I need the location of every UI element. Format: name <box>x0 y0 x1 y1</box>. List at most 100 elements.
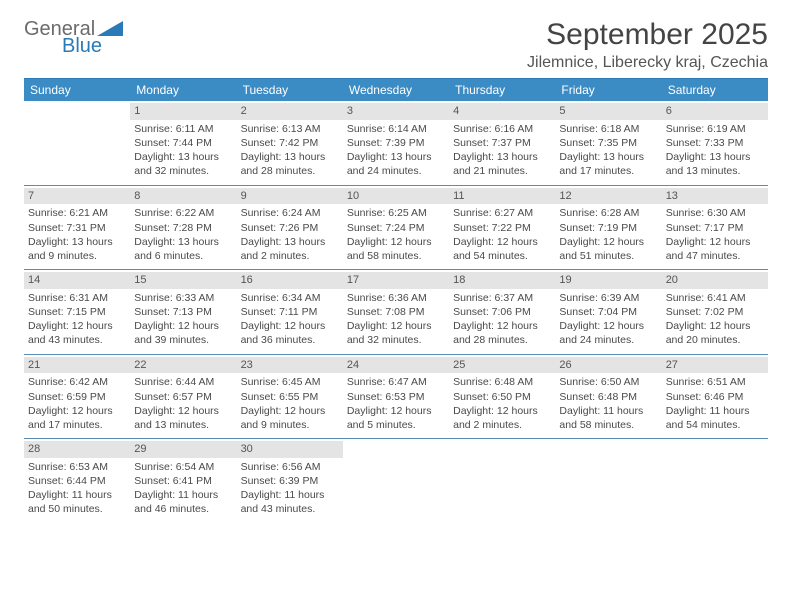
sunrise-line: Sunrise: 6:11 AM <box>134 122 232 136</box>
calendar-cell: 20Sunrise: 6:41 AMSunset: 7:02 PMDayligh… <box>662 270 768 354</box>
day-header: Wednesday <box>343 79 449 101</box>
calendar-cell: 19Sunrise: 6:39 AMSunset: 7:04 PMDayligh… <box>555 270 661 354</box>
daylight-line: Daylight: 11 hours and 46 minutes. <box>134 488 232 516</box>
day-number: 22 <box>130 357 236 374</box>
sunrise-line: Sunrise: 6:14 AM <box>347 122 445 136</box>
calendar-cell: 13Sunrise: 6:30 AMSunset: 7:17 PMDayligh… <box>662 186 768 270</box>
day-number: 6 <box>662 103 768 120</box>
calendar-cell: 17Sunrise: 6:36 AMSunset: 7:08 PMDayligh… <box>343 270 449 354</box>
sunrise-line: Sunrise: 6:34 AM <box>241 291 339 305</box>
day-number: 3 <box>343 103 449 120</box>
calendar-cell: 11Sunrise: 6:27 AMSunset: 7:22 PMDayligh… <box>449 186 555 270</box>
sunset-line: Sunset: 7:11 PM <box>241 305 339 319</box>
calendar-cell: 21Sunrise: 6:42 AMSunset: 6:59 PMDayligh… <box>24 355 130 439</box>
calendar-cell: 27Sunrise: 6:51 AMSunset: 6:46 PMDayligh… <box>662 355 768 439</box>
daylight-line: Daylight: 11 hours and 50 minutes. <box>28 488 126 516</box>
daylight-line: Daylight: 12 hours and 47 minutes. <box>666 235 764 263</box>
sunset-line: Sunset: 6:46 PM <box>666 390 764 404</box>
day-number: 1 <box>130 103 236 120</box>
sunset-line: Sunset: 7:26 PM <box>241 221 339 235</box>
calendar-week: 14 Sunrise: 6:31 AMSunset: 7:15 PM Dayligh… <box>24 270 768 355</box>
daylight-line: Daylight: 12 hours and 36 minutes. <box>241 319 339 347</box>
calendar-cell: 3Sunrise: 6:14 AMSunset: 7:39 PMDaylight… <box>343 101 449 185</box>
calendar-week: 7Sunrise: 6:21 AMSunset: 7:31 PMDaylight… <box>24 186 768 271</box>
calendar-cell: 6Sunrise: 6:19 AMSunset: 7:33 PMDaylight… <box>662 101 768 185</box>
daylight-line: Daylight: 13 hours and 9 minutes. <box>28 235 126 263</box>
daylight-line: Daylight: 13 hours and 32 minutes. <box>134 150 232 178</box>
calendar-cell: 9Sunrise: 6:24 AMSunset: 7:26 PMDaylight… <box>237 186 343 270</box>
sunrise-line: Sunrise: 6:27 AM <box>453 206 551 220</box>
calendar-cell: 24Sunrise: 6:47 AMSunset: 6:53 PMDayligh… <box>343 355 449 439</box>
sunrise-line: Sunrise: 6:45 AM <box>241 375 339 389</box>
sunset-line: Sunset: 7:13 PM <box>134 305 232 319</box>
daylight-line: Daylight: 13 hours and 17 minutes. <box>559 150 657 178</box>
day-header: Tuesday <box>237 79 343 101</box>
daylight-line: Daylight: 13 hours and 6 minutes. <box>134 235 232 263</box>
day-number: 19 <box>555 272 661 289</box>
calendar-cell-empty <box>343 439 449 523</box>
day-number: 9 <box>237 188 343 205</box>
sunrise-line: Sunrise: 6:54 AM <box>134 460 232 474</box>
calendar-cell: 7Sunrise: 6:21 AMSunset: 7:31 PMDaylight… <box>24 186 130 270</box>
day-number: 17 <box>343 272 449 289</box>
sunset-line: Sunset: 7:19 PM <box>559 221 657 235</box>
daylight-line: Daylight: 11 hours and 58 minutes. <box>559 404 657 432</box>
sunrise-line: Sunrise: 6:21 AM <box>28 206 126 220</box>
sunset-line: Sunset: 7:31 PM <box>28 221 126 235</box>
calendar-cell: 15Sunrise: 6:33 AMSunset: 7:13 PMDayligh… <box>130 270 236 354</box>
daylight-line: Daylight: 12 hours and 28 minutes. <box>453 319 551 347</box>
sunset-line: Sunset: 6:41 PM <box>134 474 232 488</box>
sunrise-line: Sunrise: 6:30 AM <box>666 206 764 220</box>
sunset-line: Sunset: 6:39 PM <box>241 474 339 488</box>
day-header: Thursday <box>449 79 555 101</box>
calendar-cell: 8Sunrise: 6:22 AMSunset: 7:28 PMDaylight… <box>130 186 236 270</box>
sunrise-line: Sunrise: 6:44 AM <box>134 375 232 389</box>
day-number: 23 <box>237 357 343 374</box>
daylight-line: Daylight: 12 hours and 58 minutes. <box>347 235 445 263</box>
day-number: 18 <box>449 272 555 289</box>
day-number: 26 <box>555 357 661 374</box>
sunset-line: Sunset: 7:24 PM <box>347 221 445 235</box>
sunset-line: Sunset: 7:15 PM <box>28 305 126 319</box>
day-number: 14 <box>24 272 130 289</box>
sunset-line: Sunset: 7:35 PM <box>559 136 657 150</box>
daylight-line: Daylight: 13 hours and 21 minutes. <box>453 150 551 178</box>
sunrise-line: Sunrise: 6:31 AM <box>28 291 126 305</box>
calendar-cell-empty <box>449 439 555 523</box>
sunrise-line: Sunrise: 6:56 AM <box>241 460 339 474</box>
logo-word2: Blue <box>62 35 123 58</box>
calendar-week: 1Sunrise: 6:11 AMSunset: 7:44 PMDaylight… <box>24 101 768 186</box>
calendar-cell: 4Sunrise: 6:16 AMSunset: 7:37 PMDaylight… <box>449 101 555 185</box>
sunset-line: Sunset: 6:53 PM <box>347 390 445 404</box>
day-number: 25 <box>449 357 555 374</box>
daylight-line: Daylight: 12 hours and 24 minutes. <box>559 319 657 347</box>
sunrise-line: Sunrise: 6:25 AM <box>347 206 445 220</box>
sunrise-line: Sunrise: 6:13 AM <box>241 122 339 136</box>
day-number: 29 <box>130 441 236 458</box>
day-number: 13 <box>662 188 768 205</box>
calendar-week: 28Sunrise: 6:53 AMSunset: 6:44 PMDayligh… <box>24 439 768 523</box>
calendar-cell: 25Sunrise: 6:48 AMSunset: 6:50 PMDayligh… <box>449 355 555 439</box>
day-number: 21 <box>24 357 130 374</box>
sunset-line: Sunset: 7:42 PM <box>241 136 339 150</box>
day-number: 16 <box>237 272 343 289</box>
daylight-line: Daylight: 12 hours and 17 minutes. <box>28 404 126 432</box>
day-number: 7 <box>24 188 130 205</box>
sunset-line: Sunset: 7:06 PM <box>453 305 551 319</box>
daylight-line: Daylight: 12 hours and 51 minutes. <box>559 235 657 263</box>
sunset-line: Sunset: 7:33 PM <box>666 136 764 150</box>
day-number: 27 <box>662 357 768 374</box>
day-header: Sunday <box>24 79 130 101</box>
logo: General Blue <box>24 18 123 58</box>
daylight-line: Daylight: 12 hours and 13 minutes. <box>134 404 232 432</box>
sunrise-line: Sunrise: 6:50 AM <box>559 375 657 389</box>
sunrise-line: Sunrise: 6:18 AM <box>559 122 657 136</box>
day-number: 30 <box>237 441 343 458</box>
calendar: SundayMondayTuesdayWednesdayThursdayFrid… <box>24 78 768 523</box>
sunset-line: Sunset: 7:44 PM <box>134 136 232 150</box>
sunrise-line: Sunrise: 6:48 AM <box>453 375 551 389</box>
sunrise-line: Sunrise: 6:24 AM <box>241 206 339 220</box>
sunset-line: Sunset: 7:22 PM <box>453 221 551 235</box>
calendar-cell-empty <box>662 439 768 523</box>
header: General Blue September 2025 Jilemnice, L… <box>24 18 768 72</box>
